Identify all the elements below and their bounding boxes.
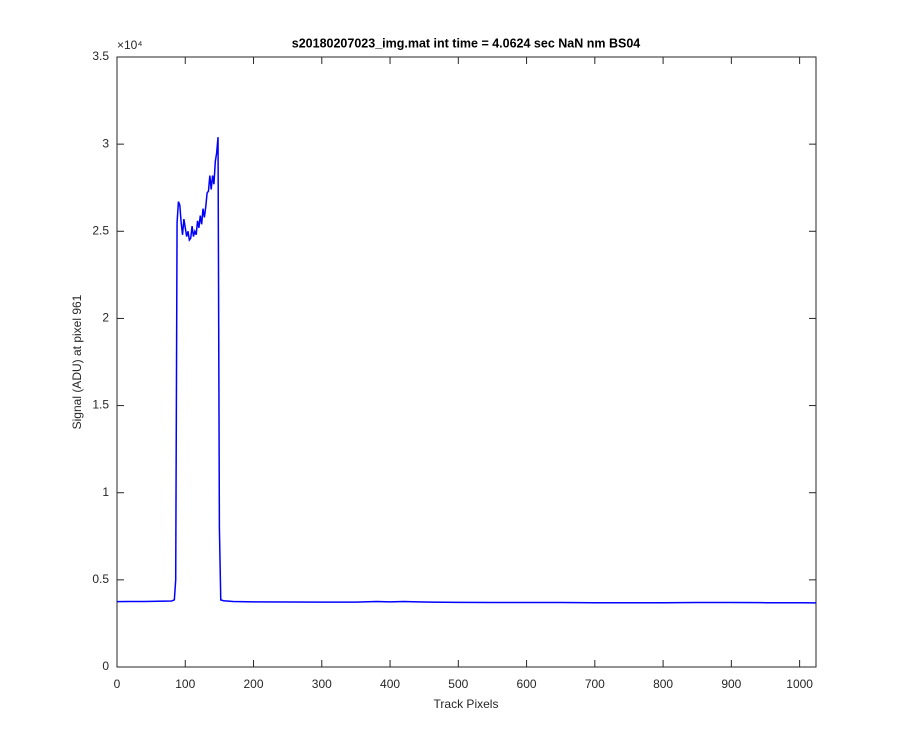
x-tick-label: 0: [114, 677, 121, 691]
x-tick-label: 600: [517, 677, 537, 691]
x-axis-label: Track Pixels: [434, 697, 499, 711]
y-tick-label: 0.5: [92, 572, 109, 586]
y-tick-label: 2.5: [92, 223, 109, 237]
y-tick-label: 0: [102, 659, 109, 673]
x-tick-label: 1000: [786, 677, 813, 691]
x-tick-label: 500: [448, 677, 468, 691]
x-tick-label: 700: [585, 677, 605, 691]
chart-title: s20180207023_img.mat int time = 4.0624 s…: [292, 36, 641, 50]
x-tick-label: 100: [175, 677, 195, 691]
x-tick-label: 300: [312, 677, 332, 691]
x-tick-label: 900: [721, 677, 741, 691]
y-tick-label: 3: [102, 136, 109, 150]
y-scale-label: ×10⁴: [117, 38, 143, 52]
plot-frame: [116, 56, 817, 668]
x-tick-label: 400: [380, 677, 400, 691]
x-tick-label: 800: [653, 677, 673, 691]
y-tick-label: 3.5: [92, 49, 109, 63]
y-axis-label: Signal (ADU) at pixel 961: [70, 294, 84, 429]
y-tick-label: 1.5: [92, 398, 109, 412]
x-tick-label: 200: [244, 677, 264, 691]
data-line: [116, 137, 817, 604]
y-tick-label: 2: [102, 311, 109, 325]
y-tick-label: 1: [102, 485, 109, 499]
